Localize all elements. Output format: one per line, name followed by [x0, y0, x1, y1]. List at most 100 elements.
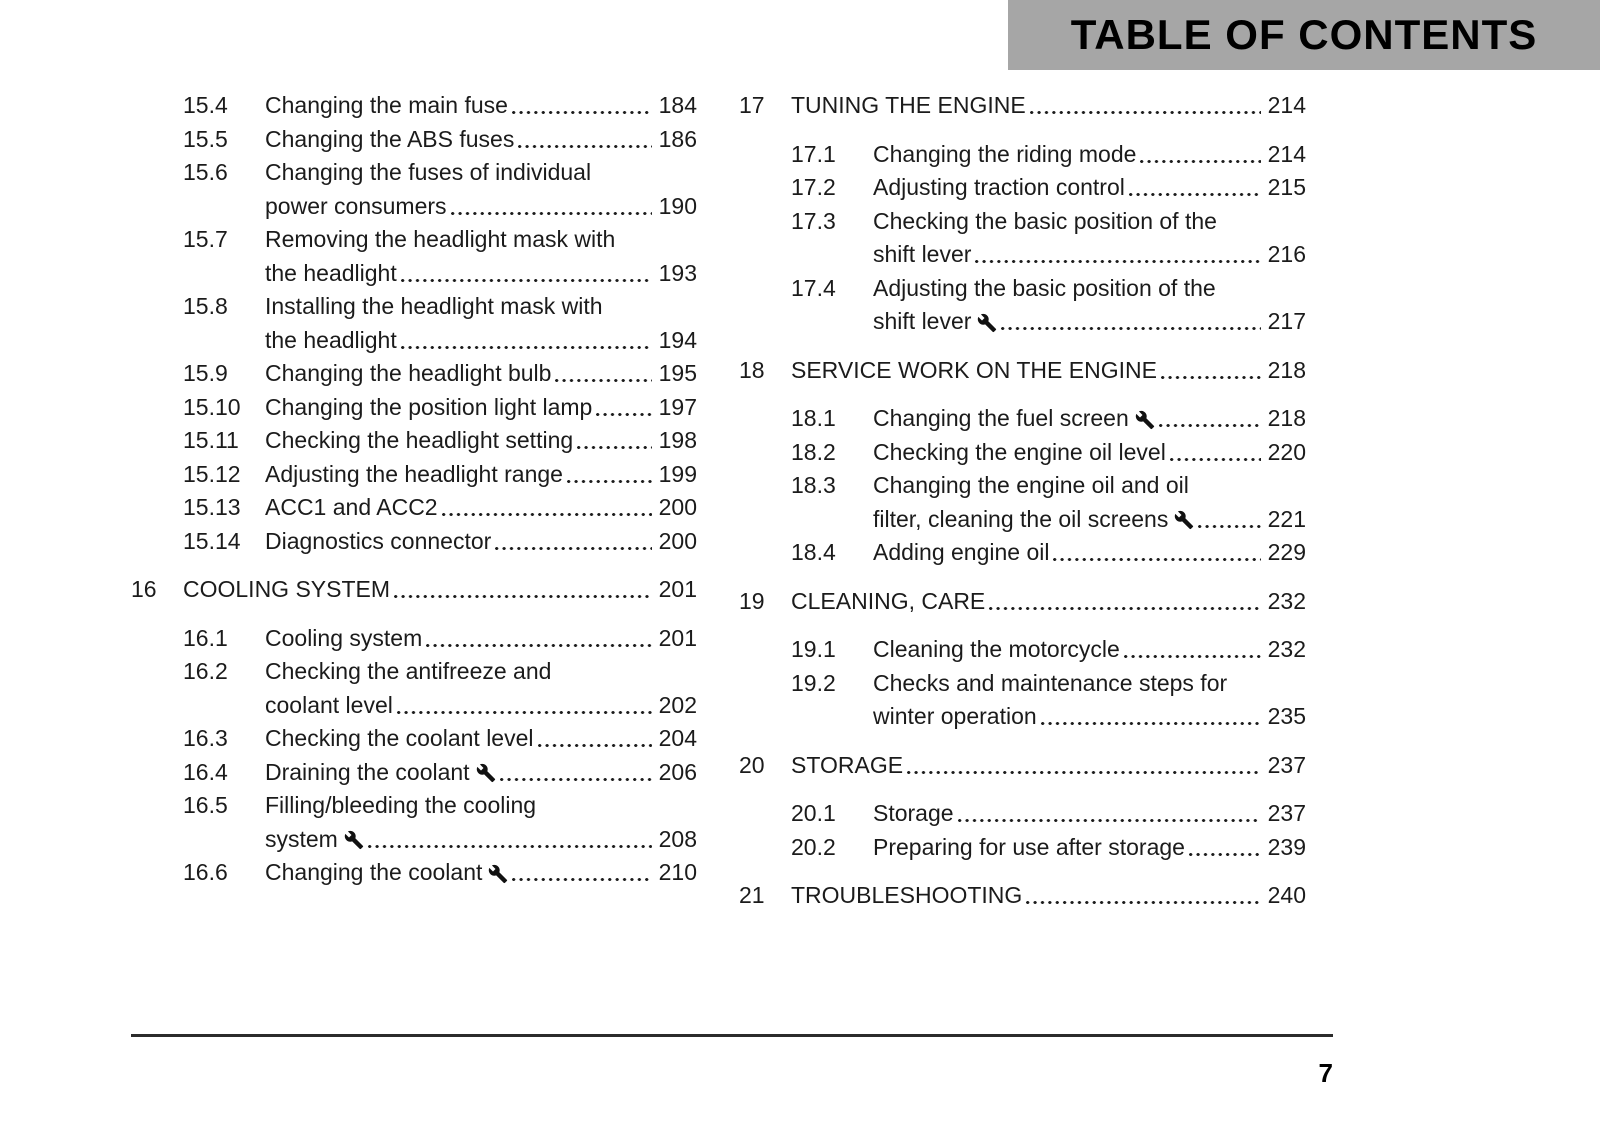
toc-entry-title: SERVICE WORK ON THE ENGINE: [791, 356, 1157, 383]
toc-entry-body: Checks and maintenance steps for winter o…: [873, 667, 1306, 734]
toc-page-number: 190: [658, 192, 697, 219]
toc-entry-title: Changing the riding mode: [873, 140, 1137, 167]
toc-entry-line: Checking the antifreeze and: [265, 655, 697, 689]
toc-entry[interactable]: 16.6 Changing the coolant 210: [131, 856, 697, 890]
toc-entry[interactable]: 16 COOLING SYSTEM 201: [131, 573, 697, 607]
toc-entry[interactable]: 19.1 Cleaning the motorcycle 232: [739, 633, 1306, 667]
toc-entry[interactable]: 15.10 Changing the position light lamp 197: [131, 391, 697, 425]
toc-entry-number: 17: [739, 92, 765, 118]
toc-entry[interactable]: 18.4 Adding engine oil 229: [739, 536, 1306, 570]
toc-page-number: 232: [1267, 636, 1306, 662]
toc-page-number: 218: [1267, 356, 1306, 383]
toc-page-number: 204: [658, 725, 697, 751]
dot-leader: [907, 770, 1261, 774]
toc-entry[interactable]: 17.1 Changing the riding mode 214: [739, 138, 1306, 172]
toc-entry-title: Checking the antifreeze and: [265, 658, 552, 684]
toc-entry-number: 17.3: [791, 207, 836, 234]
toc-page-number: 220: [1267, 438, 1306, 465]
toc-entry-body: Changing the headlight bulb 195: [265, 357, 697, 391]
toc-entry[interactable]: 15.7 Removing the headlight mask with the …: [131, 223, 697, 290]
toc-page-number: 200: [658, 494, 697, 520]
toc-entry-line: COOLING SYSTEM 201: [183, 573, 697, 607]
toc-entry-body: Changing the main fuse 184: [265, 89, 697, 123]
toc-entry[interactable]: 15.6 Changing the fuses of individual powe…: [131, 156, 697, 223]
toc-entry-number: 15.4: [183, 92, 228, 118]
toc-entry-body: Adding engine oil 229: [873, 536, 1306, 570]
dot-leader: [1001, 327, 1261, 331]
toc-page-number: 210: [658, 859, 697, 885]
toc-entry-title: filter, cleaning the oil screens: [873, 505, 1169, 532]
toc-entry-number: 15.5: [183, 125, 228, 152]
toc-entry[interactable]: 18.1 Changing the fuel screen 218: [739, 402, 1306, 436]
toc-entry-number: 17.2: [791, 174, 836, 200]
toc-entry[interactable]: 21 TROUBLESHOOTING 240: [739, 879, 1306, 913]
toc-entry-body: Preparing for use after storage 239: [873, 831, 1306, 865]
toc-entry-line: CLEANING, CARE 232: [791, 585, 1306, 619]
toc-entry[interactable]: 20 STORAGE 237: [739, 749, 1306, 783]
dot-leader: [596, 412, 652, 416]
toc-entry-title: Cooling system: [265, 624, 423, 651]
toc-entry-title: Cleaning the motorcycle: [873, 636, 1120, 662]
toc-entry-line: Changing the riding mode 214: [873, 138, 1306, 172]
dot-leader: [499, 777, 652, 781]
toc-entry[interactable]: 15.4 Changing the main fuse 184: [131, 89, 697, 123]
toc-entry[interactable]: 20.1 Storage 237: [739, 797, 1306, 831]
toc-entry[interactable]: 16.4 Draining the coolant 206: [131, 756, 697, 790]
toc-entry[interactable]: 20.2 Preparing for use after storage 239: [739, 831, 1306, 865]
toc-entry-line: Removing the headlight mask with: [265, 223, 697, 257]
toc-entry-line: STORAGE 237: [791, 749, 1306, 783]
toc-entry-number: 18.1: [791, 405, 836, 431]
toc-page-number: 214: [1267, 140, 1306, 167]
toc-entry-body: Adjusting the basic position of the shift…: [873, 272, 1306, 339]
toc-entry[interactable]: 18.3 Changing the engine oil and oil filte…: [739, 469, 1306, 536]
toc-entry[interactable]: 17 TUNING THE ENGINE 214: [739, 89, 1306, 123]
dot-leader: [1040, 722, 1261, 726]
toc-entry-title: ACC1 and ACC2: [265, 494, 438, 520]
toc-entry[interactable]: 16.5 Filling/bleeding the cooling system 20…: [131, 789, 697, 856]
toc-page-number: 216: [1267, 241, 1306, 267]
toc-page-number: 237: [1267, 800, 1306, 826]
toc-entry[interactable]: 15.14 Diagnostics connector 200: [131, 525, 697, 559]
toc-entry-body: Changing the position light lamp 197: [265, 391, 697, 425]
toc-entry[interactable]: 15.5 Changing the ABS fuses 186: [131, 123, 697, 157]
toc-entry-title: Storage: [873, 800, 954, 826]
toc-entry[interactable]: 18 SERVICE WORK ON THE ENGINE 218: [739, 354, 1306, 388]
toc-entry-body: Removing the headlight mask with the head…: [265, 223, 697, 290]
toc-entry-body: TROUBLESHOOTING 240: [791, 879, 1306, 913]
toc-entry[interactable]: 19 CLEANING, CARE 232: [739, 585, 1306, 619]
toc-entry-body: Changing the engine oil and oil filter, c…: [873, 469, 1306, 536]
dot-leader: [1128, 193, 1261, 197]
dot-leader: [1029, 111, 1261, 115]
toc-entry-line: Changing the main fuse 184: [265, 89, 697, 123]
toc-entry-line: Draining the coolant 206: [265, 756, 697, 790]
toc-entry[interactable]: 15.12 Adjusting the headlight range 199: [131, 458, 697, 492]
toc-page-number: 208: [658, 825, 697, 852]
toc-entry[interactable]: 19.2 Checks and maintenance steps for wint…: [739, 667, 1306, 734]
toc-entry-line: Changing the fuses of individual: [265, 156, 697, 190]
toc-page-number: 201: [658, 576, 697, 602]
toc-entry[interactable]: 17.2 Adjusting traction control 215: [739, 171, 1306, 205]
toc-entry[interactable]: 15.13 ACC1 and ACC2 200: [131, 491, 697, 525]
toc-page-number: 193: [658, 259, 697, 286]
toc-entry[interactable]: 17.4 Adjusting the basic position of the s…: [739, 272, 1306, 339]
toc-entry-body: Cooling system 201: [265, 622, 697, 656]
toc-entry-title: Adjusting the headlight range: [265, 460, 563, 487]
toc-entry-number: 19.2: [791, 669, 836, 696]
toc-entry[interactable]: 15.9 Changing the headlight bulb 195: [131, 357, 697, 391]
toc-entry-line: the headlight 193: [265, 257, 697, 291]
toc-entry[interactable]: 18.2 Checking the engine oil level 220: [739, 436, 1306, 470]
toc-entry-line: shift lever 216: [873, 238, 1306, 272]
toc-entry[interactable]: 17.3 Checking the basic position of the sh…: [739, 205, 1306, 272]
toc-page-number: 239: [1267, 833, 1306, 860]
toc-entry-body: Changing the riding mode 214: [873, 138, 1306, 172]
page-header: TABLE OF CONTENTS: [1008, 0, 1600, 70]
toc-entry[interactable]: 16.1 Cooling system 201: [131, 622, 697, 656]
dot-leader: [495, 546, 652, 550]
toc-entry[interactable]: 15.11 Checking the headlight setting 198: [131, 424, 697, 458]
toc-entry[interactable]: 16.3 Checking the coolant level 204: [131, 722, 697, 756]
toc-entry[interactable]: 15.8 Installing the headlight mask with th…: [131, 290, 697, 357]
toc-entry-title: COOLING SYSTEM: [183, 576, 391, 602]
toc-entry-title: TROUBLESHOOTING: [791, 882, 1023, 908]
toc-entry-line: Checking the engine oil level 220: [873, 436, 1306, 470]
toc-entry[interactable]: 16.2 Checking the antifreeze and coolant l…: [131, 655, 697, 722]
